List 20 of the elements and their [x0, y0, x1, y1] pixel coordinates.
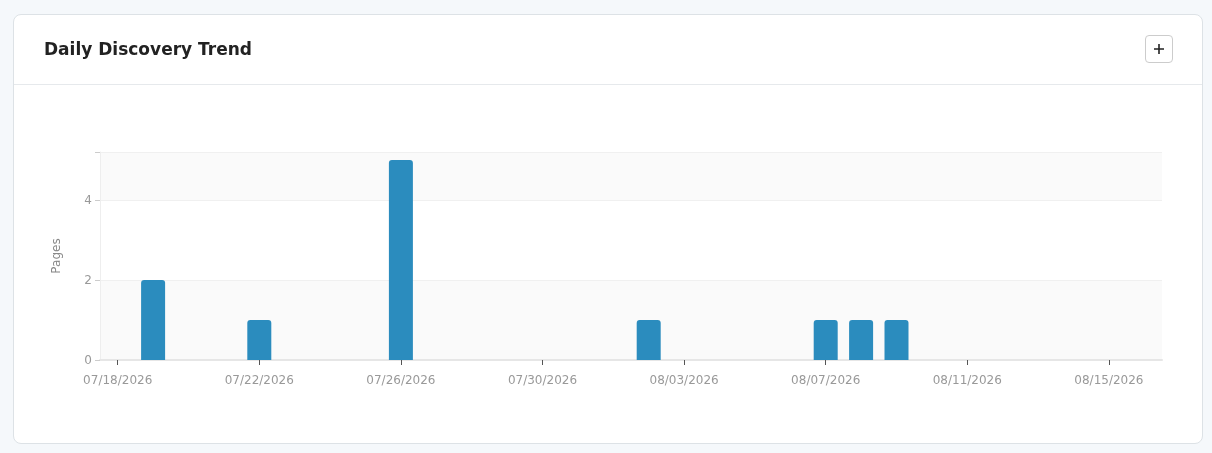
x-tick-label: 07/30/2026	[507, 373, 578, 387]
x-tick-label: 07/26/2026	[366, 373, 436, 387]
bar	[636, 320, 661, 360]
bar	[884, 320, 909, 360]
bar	[849, 320, 874, 360]
y-tick-label: 0	[84, 353, 92, 367]
bar	[388, 160, 413, 360]
x-tick-label: 07/18/2026	[83, 373, 153, 387]
y-axis-title: Pages	[49, 238, 63, 274]
y-tick-label: 4	[84, 193, 92, 207]
chart-title: Daily Discovery Trend	[44, 39, 252, 59]
y-tick-label: 2	[84, 273, 92, 287]
x-tick-label: 07/22/2026	[224, 373, 294, 387]
x-tick-label: 08/03/2026	[649, 373, 719, 387]
bar	[813, 320, 838, 360]
x-tick-label: 08/07/2026	[791, 373, 861, 387]
bar	[247, 320, 272, 360]
bar	[141, 280, 166, 360]
x-tick-label: 08/11/2026	[932, 373, 1002, 387]
x-tick-label: 08/15/2026	[1074, 373, 1144, 387]
